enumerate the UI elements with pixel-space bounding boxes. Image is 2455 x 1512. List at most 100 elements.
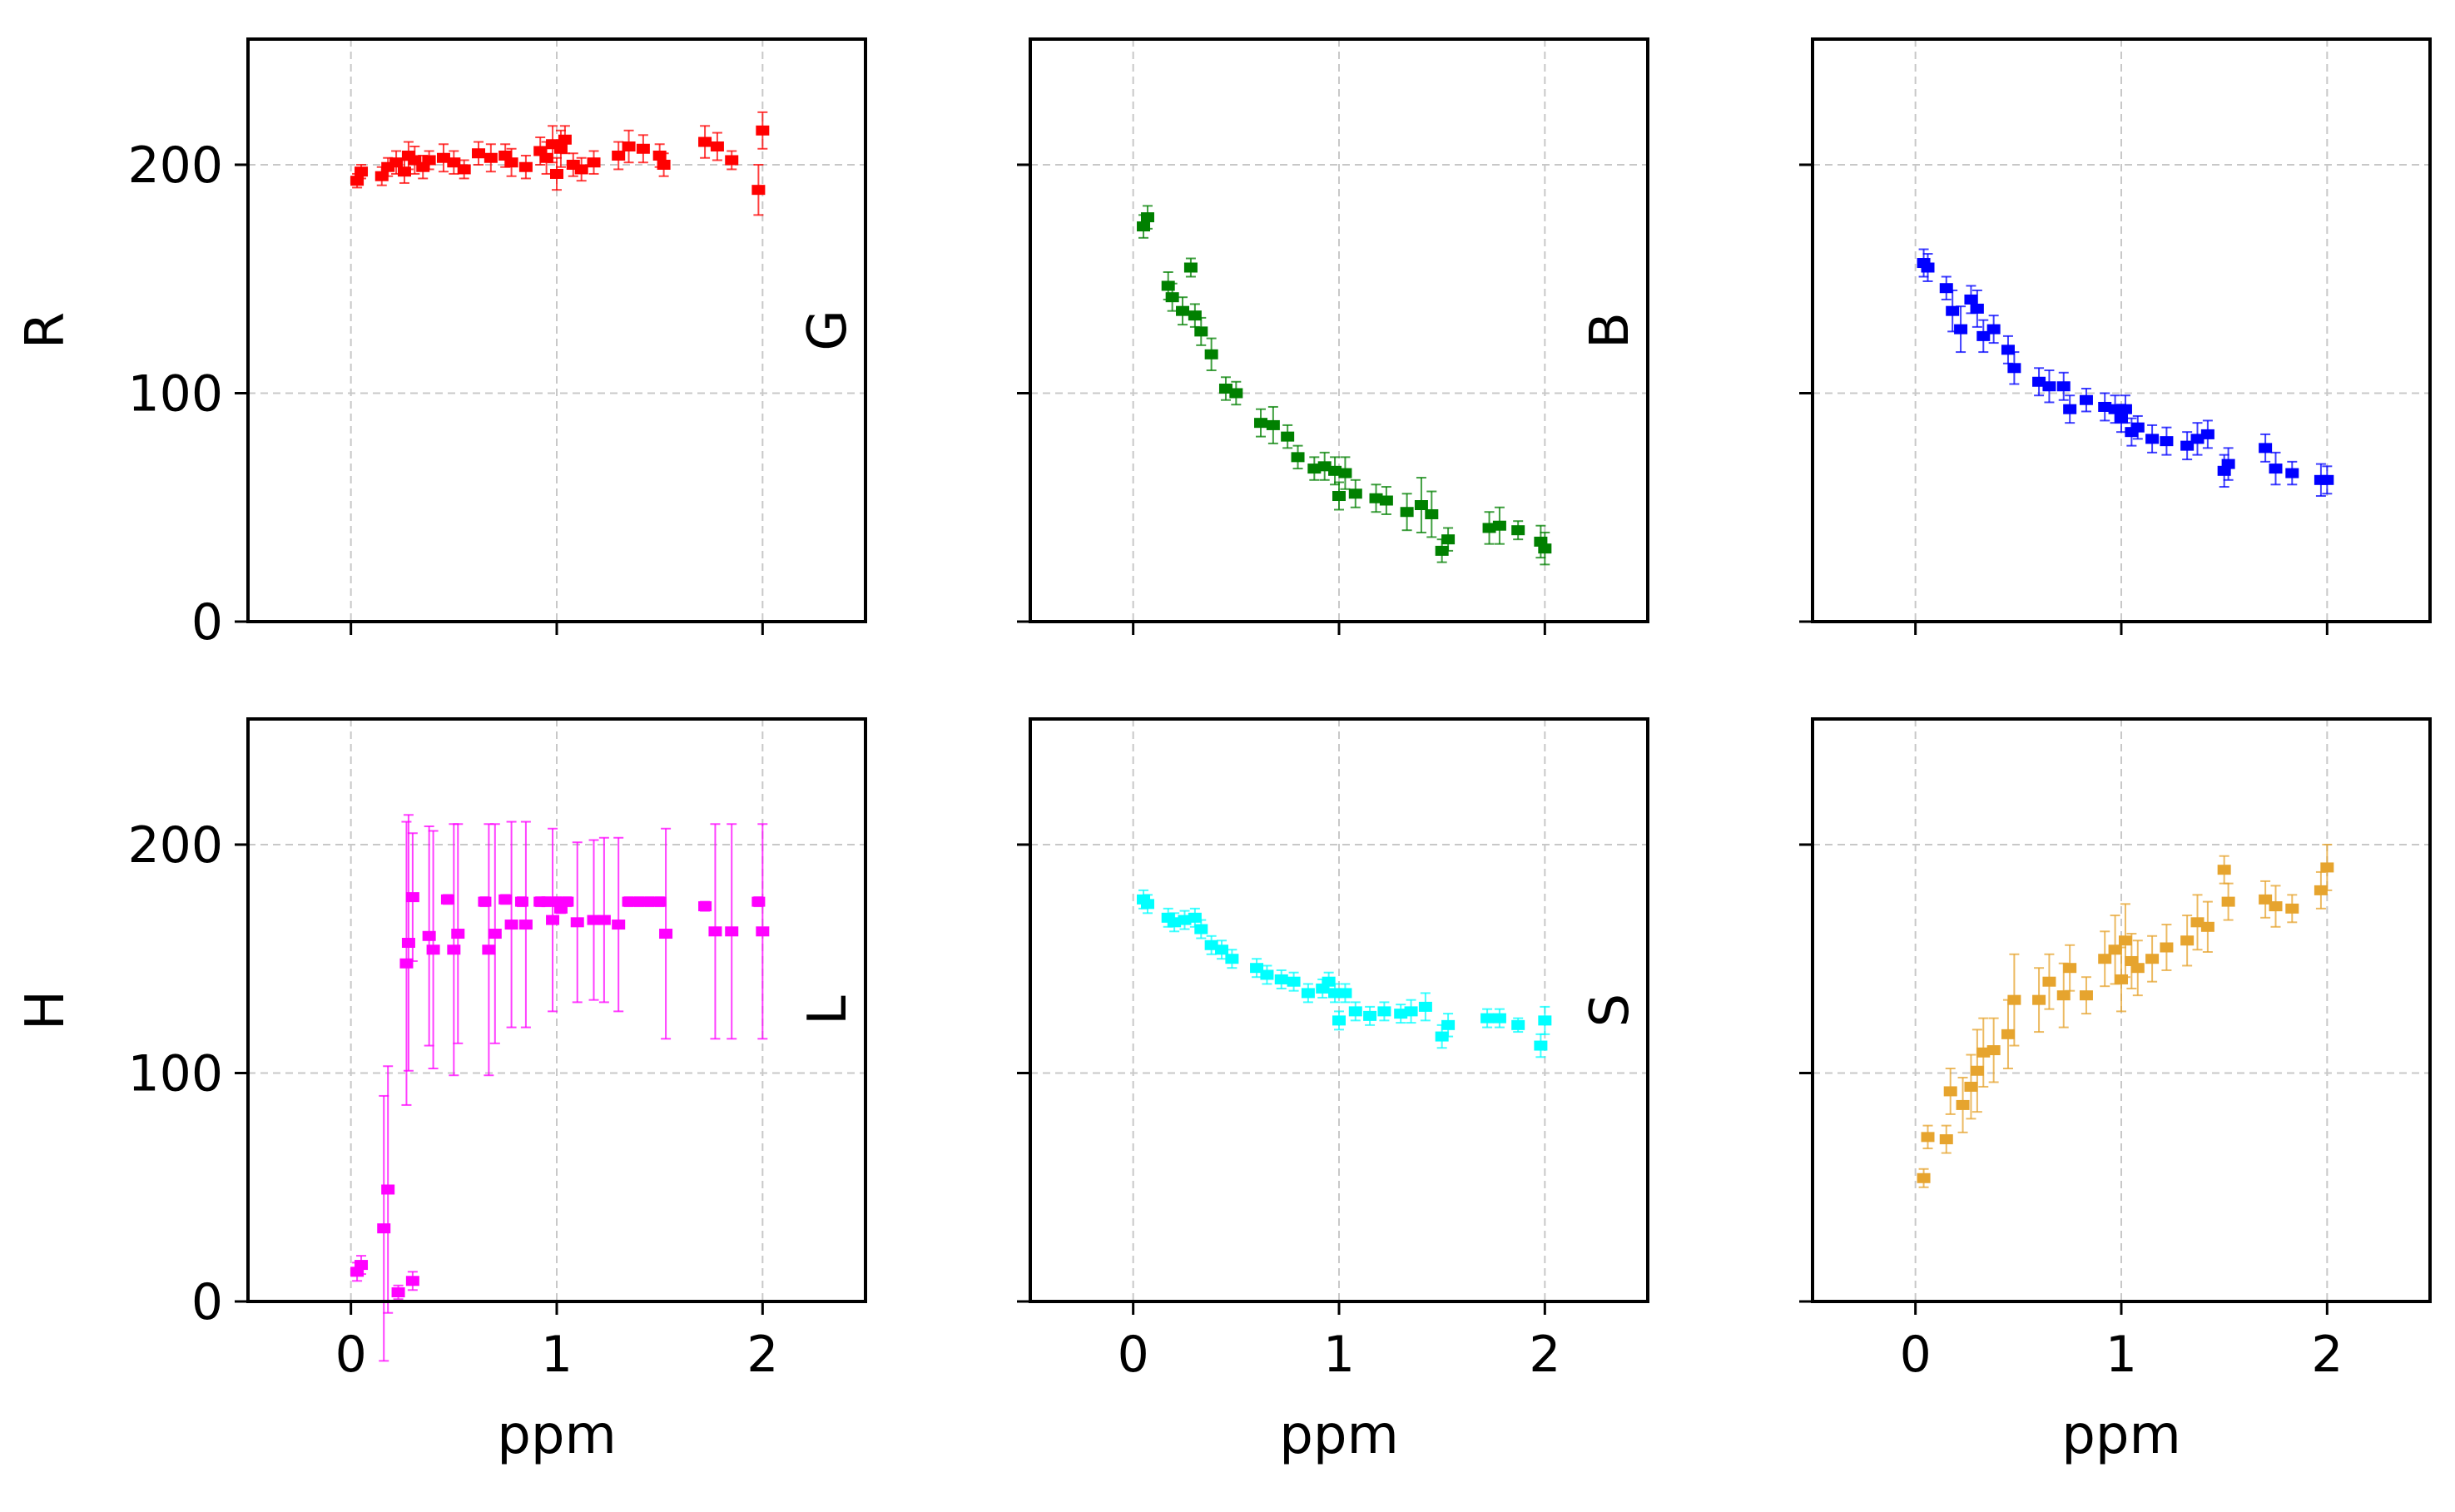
data-point bbox=[612, 141, 626, 171]
data-point bbox=[2042, 369, 2056, 404]
y-tick-label: 100 bbox=[127, 364, 223, 423]
data-point bbox=[1218, 376, 1232, 401]
data-point bbox=[1204, 934, 1218, 955]
data-point bbox=[622, 129, 636, 164]
panel-B: B bbox=[1580, 37, 2432, 635]
point-marker bbox=[1939, 283, 1953, 294]
data-point bbox=[2145, 424, 2160, 454]
point-marker bbox=[2180, 935, 2195, 946]
point-marker bbox=[652, 896, 667, 907]
data-point bbox=[2190, 422, 2205, 456]
point-marker bbox=[1369, 493, 1383, 503]
point-marker bbox=[2145, 954, 2160, 964]
point-marker bbox=[2032, 376, 2046, 387]
data-point bbox=[1404, 999, 1418, 1024]
panel-R: 0 100 200 R bbox=[15, 37, 867, 652]
point-marker bbox=[1332, 1015, 1346, 1026]
data-point bbox=[2200, 419, 2214, 449]
data-point bbox=[1307, 456, 1322, 481]
point-marker bbox=[498, 894, 513, 905]
data-point bbox=[1917, 1167, 1931, 1188]
point-marker bbox=[546, 915, 560, 925]
point-marker bbox=[2108, 404, 2122, 414]
data-point bbox=[2098, 930, 2112, 988]
point-marker bbox=[1348, 488, 1362, 499]
point-marker bbox=[612, 151, 626, 161]
point-marker bbox=[1976, 1047, 1991, 1058]
data-point bbox=[451, 823, 465, 1044]
data-point bbox=[2160, 924, 2174, 971]
data-point bbox=[2160, 426, 2174, 456]
point-marker bbox=[1254, 418, 1268, 429]
point-marker bbox=[2160, 942, 2174, 953]
data-point bbox=[1986, 1017, 2001, 1083]
data-point bbox=[1970, 289, 1984, 328]
point-marker bbox=[1425, 508, 1439, 519]
point-marker bbox=[1404, 1006, 1418, 1017]
data-point bbox=[558, 125, 572, 155]
point-marker bbox=[1956, 1099, 1970, 1110]
data-point bbox=[1954, 305, 1968, 354]
x-tick-label: 2 bbox=[2311, 1326, 2343, 1384]
data-point bbox=[2200, 900, 2214, 953]
point-marker bbox=[2007, 363, 2021, 374]
data-point bbox=[2063, 944, 2077, 992]
data-point bbox=[1281, 424, 1295, 449]
data-point bbox=[1921, 1124, 1935, 1150]
point-marker bbox=[1260, 969, 1274, 980]
data-point bbox=[1140, 205, 1154, 230]
y-tick-label: 100 bbox=[127, 1044, 223, 1103]
data-point bbox=[2269, 451, 2283, 486]
point-marker bbox=[698, 136, 712, 147]
point-marker bbox=[1307, 464, 1322, 474]
data-point bbox=[698, 900, 712, 912]
x-tick-label: 1 bbox=[541, 1326, 573, 1384]
point-marker bbox=[1194, 924, 1208, 934]
point-marker bbox=[1218, 384, 1232, 394]
data-point bbox=[1328, 983, 1342, 1004]
data-point bbox=[710, 131, 724, 161]
point-marker bbox=[488, 929, 502, 939]
data-point bbox=[1178, 910, 1192, 930]
point-marker bbox=[1183, 262, 1198, 273]
point-marker bbox=[1976, 330, 1991, 341]
data-point bbox=[2180, 431, 2195, 461]
point-marker bbox=[1511, 1019, 1525, 1030]
y-axis-label: G bbox=[797, 310, 859, 351]
point-marker bbox=[1954, 324, 1968, 335]
y-tick-label: 200 bbox=[127, 136, 223, 195]
data-point bbox=[1538, 531, 1552, 566]
point-marker bbox=[355, 166, 369, 177]
data-point bbox=[1976, 319, 1991, 354]
point-marker bbox=[2160, 436, 2174, 447]
data-point bbox=[1266, 405, 1280, 444]
data-point bbox=[1939, 1124, 1953, 1154]
data-point bbox=[2259, 433, 2273, 463]
data-point bbox=[2259, 880, 2273, 919]
data-point bbox=[652, 896, 667, 908]
point-marker bbox=[518, 920, 533, 930]
x-tick-label: 0 bbox=[335, 1326, 367, 1384]
data-point bbox=[708, 823, 722, 1040]
point-marker bbox=[632, 896, 646, 907]
data-point bbox=[1400, 493, 1414, 532]
point-marker bbox=[2269, 464, 2283, 474]
point-marker bbox=[574, 164, 588, 175]
point-marker bbox=[725, 926, 739, 937]
data-point bbox=[756, 111, 770, 150]
point-marker bbox=[1188, 310, 1202, 321]
point-marker bbox=[1328, 465, 1342, 476]
point-marker bbox=[1178, 915, 1192, 925]
data-point bbox=[1215, 939, 1229, 960]
data-point bbox=[632, 896, 646, 908]
point-marker bbox=[725, 155, 739, 166]
data-point bbox=[1425, 490, 1439, 538]
point-marker bbox=[622, 896, 636, 907]
point-marker bbox=[1986, 1045, 2001, 1056]
data-point bbox=[2032, 367, 2046, 397]
point-marker bbox=[2001, 1029, 2015, 1039]
data-point bbox=[1921, 253, 1935, 282]
data-point bbox=[1943, 1068, 1957, 1115]
data-point bbox=[472, 141, 486, 166]
